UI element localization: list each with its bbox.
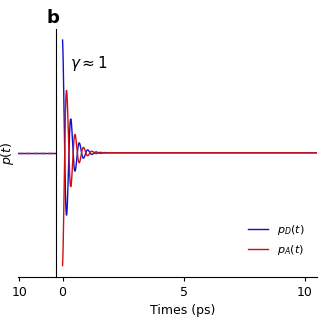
$p_A(t)$ [153,151,156,155]
$p_A(t)$ [211,151,215,155]
$p_A(t)$ [65,89,68,92]
$p_D(t)$ [263,151,267,155]
$p_D(t)$ [211,151,215,155]
$p_A(t)$ [315,151,319,155]
Text: b: b [46,9,59,27]
Line: $p_A(t)$: $p_A(t)$ [62,91,317,266]
$p_A(t)$ [263,151,267,155]
$p_A(t)$ [249,151,253,155]
Y-axis label: $p(t)$: $p(t)$ [0,141,16,164]
$p_D(t)$ [153,151,156,155]
$p_D(t)$ [315,151,319,155]
$p_A(t)$ [222,151,226,155]
$p_A(t)$ [60,264,64,268]
$p_D(t)$ [249,151,253,155]
$p_D(t)$ [60,38,64,42]
Text: $\gamma\approx1$: $\gamma\approx1$ [69,53,108,73]
Line: $p_D(t)$: $p_D(t)$ [62,40,317,215]
$p_D(t)$ [65,213,68,217]
$p_D(t)$ [73,169,77,172]
Legend: $p_D(t)$, $p_A(t)$: $p_D(t)$, $p_A(t)$ [243,219,309,261]
Text: Times (ps): Times (ps) [150,304,215,317]
$p_D(t)$ [222,151,226,155]
$p_A(t)$ [73,133,77,137]
